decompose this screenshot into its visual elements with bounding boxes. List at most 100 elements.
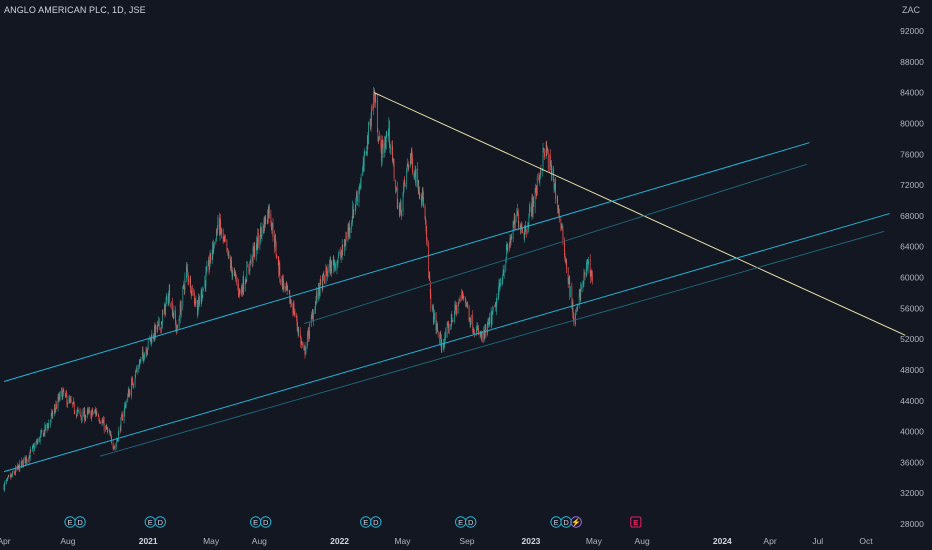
candle-body	[252, 246, 254, 263]
time-tick-label: May	[394, 536, 411, 546]
candle-body	[176, 326, 178, 332]
candle-body	[195, 301, 196, 303]
candle-body	[432, 306, 434, 308]
candle-body	[509, 238, 511, 244]
candle-body	[261, 234, 262, 237]
candle-body	[477, 328, 479, 331]
candle-body	[267, 210, 269, 224]
candle-body	[193, 293, 195, 296]
candle-body	[543, 148, 544, 150]
candle-body	[580, 283, 582, 289]
price-tick-label: 28000	[900, 519, 924, 529]
price-axis: 28000 32000 36000 40000 44000 48000 52000 56000…	[900, 26, 924, 529]
candle-body	[241, 287, 243, 290]
candle-body	[190, 278, 192, 293]
candle-body	[428, 272, 430, 277]
candle-body	[373, 89, 375, 95]
candle-body	[562, 228, 564, 241]
candle-body	[190, 293, 192, 294]
candle-body	[268, 205, 270, 217]
candle-body	[263, 225, 264, 234]
candle-body	[151, 334, 153, 344]
candle-body	[250, 261, 251, 263]
candle-body	[282, 275, 283, 290]
candle-body	[70, 399, 72, 402]
candle-body	[316, 292, 317, 301]
price-tick-label: 40000	[900, 427, 924, 437]
earnings-event-glyph: E	[554, 518, 559, 527]
candle-body	[307, 330, 309, 332]
candle-body	[470, 322, 472, 326]
candle-body	[186, 265, 187, 278]
candle-body	[138, 363, 140, 369]
candle-body	[413, 173, 415, 178]
candle-body	[356, 193, 357, 203]
candle-body	[392, 145, 393, 162]
candle-body	[66, 396, 68, 405]
candle-body	[143, 354, 144, 361]
candle-body	[342, 244, 344, 252]
candle-body	[371, 106, 373, 111]
candle-body	[246, 265, 248, 268]
candle-body	[37, 441, 38, 444]
time-tick-label: 2024	[713, 536, 732, 546]
candle-body	[590, 272, 592, 280]
candle-body	[112, 442, 114, 448]
candle-body	[228, 253, 230, 258]
candle-body	[354, 205, 356, 210]
candle-body	[188, 280, 189, 282]
time-tick-label: Oct	[859, 536, 873, 546]
candle-body	[219, 217, 220, 235]
candle-body	[476, 326, 478, 328]
candle-body	[424, 206, 426, 219]
candle-body	[371, 108, 372, 121]
candle-body	[575, 312, 577, 314]
candle-body	[92, 412, 94, 414]
candle-body	[31, 446, 33, 451]
candle-body	[164, 304, 165, 314]
candle-body	[70, 399, 71, 401]
candle-body	[462, 293, 464, 295]
candle-body	[489, 316, 490, 325]
candle-body	[199, 300, 200, 304]
candle-body	[492, 306, 494, 311]
candle-body	[114, 446, 115, 448]
candle-body	[429, 281, 431, 294]
price-tick-label: 76000	[900, 149, 924, 159]
candle-body	[120, 428, 121, 431]
candle-body	[568, 279, 570, 283]
candle-body	[127, 394, 129, 402]
candle-body	[228, 252, 229, 256]
candle-body	[34, 445, 35, 451]
candle-body	[231, 260, 232, 269]
candle-body	[90, 410, 92, 419]
candle-body	[242, 276, 244, 294]
candle-body	[252, 256, 253, 262]
candle-body	[138, 368, 140, 370]
candle-body	[58, 394, 60, 401]
candle-body	[147, 348, 149, 351]
candle-body	[381, 140, 383, 163]
candle-body	[74, 412, 76, 414]
time-tick-label: Aug	[60, 536, 75, 546]
candle-body	[184, 288, 185, 291]
candle-body	[36, 441, 38, 444]
candle-body	[142, 351, 143, 359]
candle-body	[35, 442, 37, 447]
candle-body	[367, 135, 368, 154]
candle-body	[577, 304, 578, 310]
candle-body	[88, 410, 90, 413]
candle-body	[150, 337, 152, 344]
candle-body	[116, 439, 118, 441]
candle-body	[211, 253, 213, 262]
candle-body	[386, 134, 388, 136]
candle-body	[289, 300, 291, 304]
candle-body	[565, 261, 566, 263]
candle-body	[510, 236, 512, 243]
candle-body	[48, 423, 50, 425]
candle-body	[209, 252, 211, 265]
candle-body	[425, 218, 426, 224]
candle-body	[307, 332, 308, 346]
